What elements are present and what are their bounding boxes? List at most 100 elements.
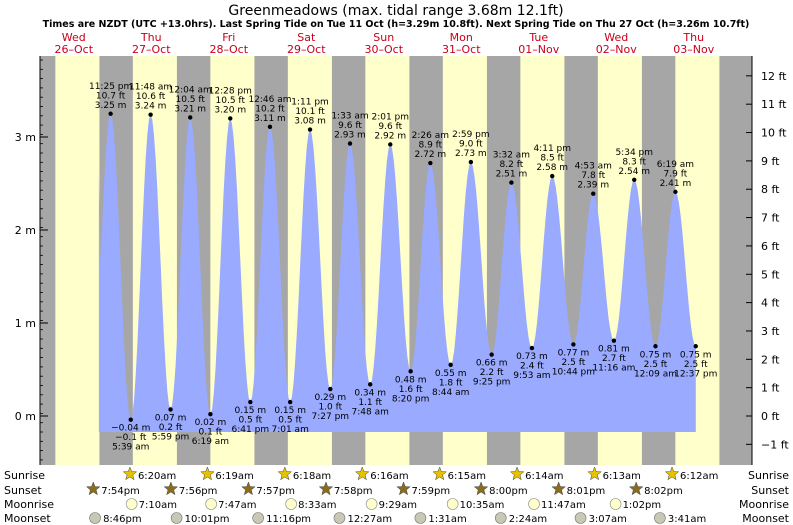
low-tide-label: 0.73 m xyxy=(516,352,548,362)
high-tide-label: 3:32 am xyxy=(493,151,530,161)
sunset-icon xyxy=(628,481,644,496)
high-tide-label: 2.58 m xyxy=(536,163,568,173)
sunset-icon xyxy=(473,481,489,496)
high-tide-label: 5:34 pm xyxy=(615,148,653,158)
low-tide-label: 2.2 ft xyxy=(480,368,504,378)
right-axis-label: 10 ft xyxy=(761,127,787,140)
high-tide-label: 3.25 m xyxy=(95,101,127,111)
low-tide-label: 0.81 m xyxy=(598,345,630,355)
high-tide-label: 1:11 pm xyxy=(291,98,329,108)
sunrise-label-left: Sunrise xyxy=(4,469,45,482)
high-tide-label: 2.92 m xyxy=(374,131,406,141)
low-tide-point xyxy=(287,399,293,405)
sunrise-icon xyxy=(432,466,447,481)
low-tide-point xyxy=(408,369,413,374)
sunset-time: 7:54pm xyxy=(101,486,140,497)
high-tide-label: 3.24 m xyxy=(135,102,167,112)
low-tide-point xyxy=(611,338,617,343)
sunrise-time: 6:18am xyxy=(293,471,331,482)
moonset-icon xyxy=(252,512,264,524)
day-name: Tue xyxy=(528,31,548,44)
sunrise-time: 6:12am xyxy=(680,471,718,482)
moonrise-time: 11:47am xyxy=(541,500,586,511)
sunrise-time: 6:14am xyxy=(525,471,563,482)
chart-subtitle: Times are NZDT (UTC +13.0hrs). Last Spri… xyxy=(43,19,750,30)
high-tide-label: 2.93 m xyxy=(334,131,366,141)
low-tide-label: −0.1 ft xyxy=(115,433,147,443)
high-tide-label: 2:26 am xyxy=(412,131,449,141)
low-tide-point xyxy=(248,399,253,405)
header: Greenmeadows (max. tidal range 3.68m 12.… xyxy=(43,3,750,30)
high-tide-point xyxy=(148,112,153,117)
high-tide-point xyxy=(428,160,433,166)
moonrise-icon xyxy=(365,498,378,510)
low-tide-point xyxy=(128,417,133,422)
low-tide-label: 0.75 m xyxy=(640,350,672,360)
sunset-icon xyxy=(241,481,256,496)
low-tide-label: 9:53 am xyxy=(513,371,550,381)
sunrise-icon xyxy=(277,466,293,481)
right-axis-label: 0 ft xyxy=(761,410,780,423)
low-tide-label: 5:39 am xyxy=(112,443,149,453)
day-name: Fri xyxy=(222,31,235,44)
moonrise-label-right: Moonrise xyxy=(739,498,789,511)
low-tide-label: 1.8 ft xyxy=(439,378,463,388)
low-tide-label: 0.2 ft xyxy=(159,423,183,433)
low-tide-label: 0.1 ft xyxy=(199,428,223,438)
low-tide-label: 0.75 m xyxy=(680,350,712,360)
sunset-label-left: Sunset xyxy=(4,484,42,497)
sunrise-time: 6:16am xyxy=(370,471,408,482)
sunset-label-right: Sunset xyxy=(751,484,789,497)
high-tide-label: 10.7 ft xyxy=(96,91,126,101)
high-tide-point xyxy=(468,159,474,165)
moonset-time: 12:27am xyxy=(347,514,392,525)
high-tide-label: 4:11 pm xyxy=(533,144,571,154)
high-tide-label: 10.5 ft xyxy=(175,95,205,105)
day-date: 29–Oct xyxy=(287,43,326,56)
high-tide-label: 8.9 ft xyxy=(418,141,442,151)
moonset-time: 11:16pm xyxy=(266,514,311,525)
day-name: Wed xyxy=(604,31,628,44)
left-axis-label: 1 m xyxy=(15,317,36,330)
low-tide-point xyxy=(168,407,173,412)
sunset-time: 7:56pm xyxy=(179,486,218,497)
high-tide-point xyxy=(108,111,113,116)
moonset-label-left: Moonset xyxy=(4,512,51,525)
low-tide-label: 5:59 pm xyxy=(152,432,190,442)
low-tide-label: 10:44 pm xyxy=(552,367,595,377)
low-tide-label: 0.55 m xyxy=(435,369,467,379)
low-tide-label: 8:44 am xyxy=(432,388,469,398)
moonset-label-right: Moonset xyxy=(742,512,789,525)
day-name: Thu xyxy=(682,31,704,44)
tide-area xyxy=(98,113,696,433)
high-tide-label: 1:33 am xyxy=(331,112,368,122)
high-tide-point xyxy=(228,116,233,121)
high-tide-point xyxy=(509,180,514,185)
left-axis-label: 2 m xyxy=(15,224,36,237)
tide-curve xyxy=(98,113,696,433)
moonset-icon xyxy=(654,512,666,524)
high-tide-label: 8.3 ft xyxy=(622,157,646,167)
moonset-icon xyxy=(170,512,183,524)
low-tide-label: 2.5 ft xyxy=(644,360,668,370)
high-tide-label: 8.2 ft xyxy=(500,160,524,170)
moonrise-time: 1:02pm xyxy=(623,500,662,511)
sunrise-icon xyxy=(200,466,215,481)
sunset-time: 7:57pm xyxy=(256,486,295,497)
sunrise-time: 6:19am xyxy=(215,471,253,482)
high-tide-point xyxy=(267,124,273,129)
high-tide-label: 2:59 pm xyxy=(452,130,490,140)
high-tide-label: 2.54 m xyxy=(618,167,650,177)
low-tide-label: 0.15 m xyxy=(274,406,306,416)
high-tide-point xyxy=(591,191,596,196)
low-tide-label: 2.5 ft xyxy=(684,360,708,370)
day-name: Wed xyxy=(62,31,86,44)
low-tide-label: 11:16 am xyxy=(592,364,635,374)
day-name: Sat xyxy=(297,31,316,44)
right-axis-label: 5 ft xyxy=(761,268,780,281)
low-tide-label: 0.5 ft xyxy=(278,416,302,426)
high-tide-label: 3.20 m xyxy=(214,105,246,115)
low-tide-point xyxy=(693,344,698,349)
high-tide-point xyxy=(388,142,393,147)
